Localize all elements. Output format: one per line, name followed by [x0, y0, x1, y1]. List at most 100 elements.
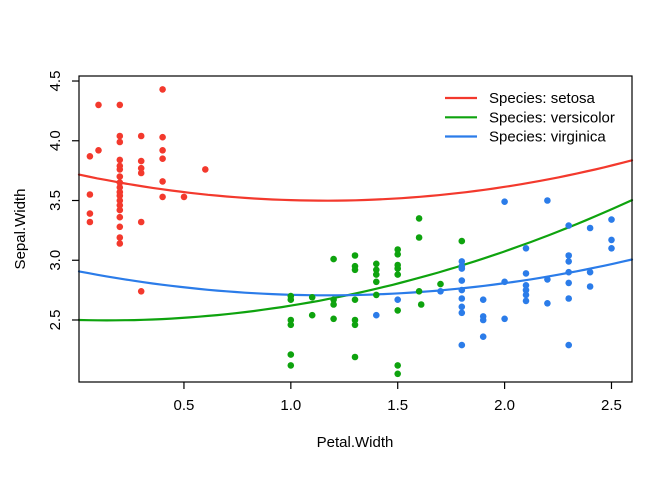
data-point-setosa	[159, 147, 166, 154]
scatter-points	[86, 86, 615, 378]
data-point-virginica	[458, 309, 466, 317]
data-point-setosa	[116, 202, 124, 209]
data-point-virginica	[522, 245, 530, 252]
data-point-versicolor	[373, 260, 380, 268]
data-point-versicolor	[287, 351, 295, 358]
data-point-versicolor	[351, 353, 359, 361]
x-axis-ticks	[183, 382, 613, 389]
data-point-versicolor	[351, 321, 359, 329]
data-point-virginica	[565, 295, 572, 302]
data-point-virginica	[479, 333, 487, 341]
data-point-versicolor	[287, 316, 295, 324]
data-point-virginica	[373, 311, 380, 319]
data-point-versicolor	[351, 316, 359, 324]
legend-label-virginica: Species: virginica	[489, 129, 606, 146]
data-point-virginica	[544, 197, 551, 204]
data-point-virginica	[501, 315, 508, 323]
y-tick-label: 2.5	[47, 310, 64, 331]
data-point-virginica	[394, 296, 402, 304]
data-point-versicolor	[394, 246, 402, 253]
y-axis-title: Sepal.Width	[12, 189, 29, 270]
data-point-virginica	[565, 279, 572, 287]
data-point-setosa	[202, 166, 209, 173]
data-point-versicolor	[417, 301, 425, 308]
data-point-setosa	[95, 101, 102, 109]
data-point-setosa	[116, 179, 124, 186]
data-point-setosa	[116, 166, 124, 173]
data-point-virginica	[458, 303, 466, 311]
x-tick-label: 2.5	[601, 397, 622, 414]
data-point-versicolor	[373, 271, 380, 278]
data-point-versicolor	[330, 315, 337, 323]
data-point-virginica	[458, 258, 466, 265]
data-point-virginica	[565, 252, 572, 259]
y-axis-tick-labels: 2.5 3.0 3.5 4.0 4.5	[47, 71, 64, 331]
data-point-setosa	[116, 192, 124, 199]
data-point-setosa	[116, 206, 124, 214]
y-tick-label: 3.0	[47, 250, 64, 271]
x-axis-title: Petal.Width	[317, 434, 394, 451]
data-point-virginica	[458, 295, 466, 302]
y-tick-label: 4.5	[47, 71, 64, 92]
data-point-setosa	[137, 288, 145, 295]
data-point-versicolor	[373, 291, 380, 299]
data-point-versicolor	[330, 255, 337, 263]
data-point-versicolor	[287, 296, 295, 304]
data-point-versicolor	[308, 311, 316, 319]
x-tick-label: 1.5	[387, 397, 408, 414]
data-point-versicolor	[394, 362, 402, 369]
data-point-virginica	[544, 300, 551, 307]
data-point-versicolor	[415, 288, 423, 295]
data-point-virginica	[458, 286, 466, 294]
data-point-setosa	[116, 184, 124, 191]
y-axis-ticks	[72, 80, 79, 321]
data-point-virginica	[565, 222, 572, 229]
data-point-versicolor	[330, 301, 337, 308]
data-point-setosa	[137, 218, 145, 226]
data-point-setosa	[86, 210, 94, 217]
data-point-virginica	[586, 268, 594, 276]
data-point-setosa	[137, 169, 145, 177]
data-point-setosa	[137, 132, 145, 140]
data-point-versicolor	[308, 294, 316, 301]
x-tick-label: 0.5	[174, 397, 195, 414]
data-point-virginica	[522, 270, 530, 277]
data-point-virginica	[522, 291, 530, 299]
data-point-virginica	[458, 277, 466, 284]
legend: Species: setosa Species: versicolor Specie…	[445, 90, 615, 146]
data-point-virginica	[565, 268, 572, 276]
data-point-versicolor	[415, 234, 423, 241]
data-point-virginica	[608, 216, 615, 223]
data-point-setosa	[116, 197, 124, 204]
data-point-virginica	[458, 341, 466, 349]
data-point-virginica	[522, 286, 530, 294]
x-axis-tick-labels: 0.5 1.0 1.5 2.0 2.5	[174, 397, 622, 414]
data-point-versicolor	[287, 362, 295, 369]
data-point-setosa	[137, 157, 145, 165]
data-point-setosa	[180, 193, 188, 201]
data-point-virginica	[608, 236, 615, 244]
data-point-virginica	[586, 224, 594, 232]
x-tick-label: 1.0	[280, 397, 301, 414]
data-point-virginica	[608, 245, 615, 252]
data-point-versicolor	[394, 271, 402, 278]
data-point-setosa	[116, 101, 124, 109]
legend-label-versicolor: Species: versicolor	[489, 110, 615, 127]
data-point-setosa	[116, 223, 124, 231]
data-point-setosa	[159, 133, 166, 141]
data-point-versicolor	[394, 307, 402, 314]
data-point-virginica	[501, 198, 508, 205]
data-point-setosa	[159, 86, 166, 93]
data-point-versicolor	[437, 280, 444, 288]
data-point-versicolor	[351, 252, 359, 259]
data-point-setosa	[116, 234, 124, 241]
data-point-virginica	[565, 258, 572, 265]
data-point-virginica	[437, 288, 444, 295]
data-point-virginica	[522, 282, 530, 289]
data-point-virginica	[586, 283, 594, 290]
data-point-virginica	[458, 265, 466, 272]
data-point-setosa	[86, 153, 94, 160]
data-point-setosa	[86, 218, 94, 226]
